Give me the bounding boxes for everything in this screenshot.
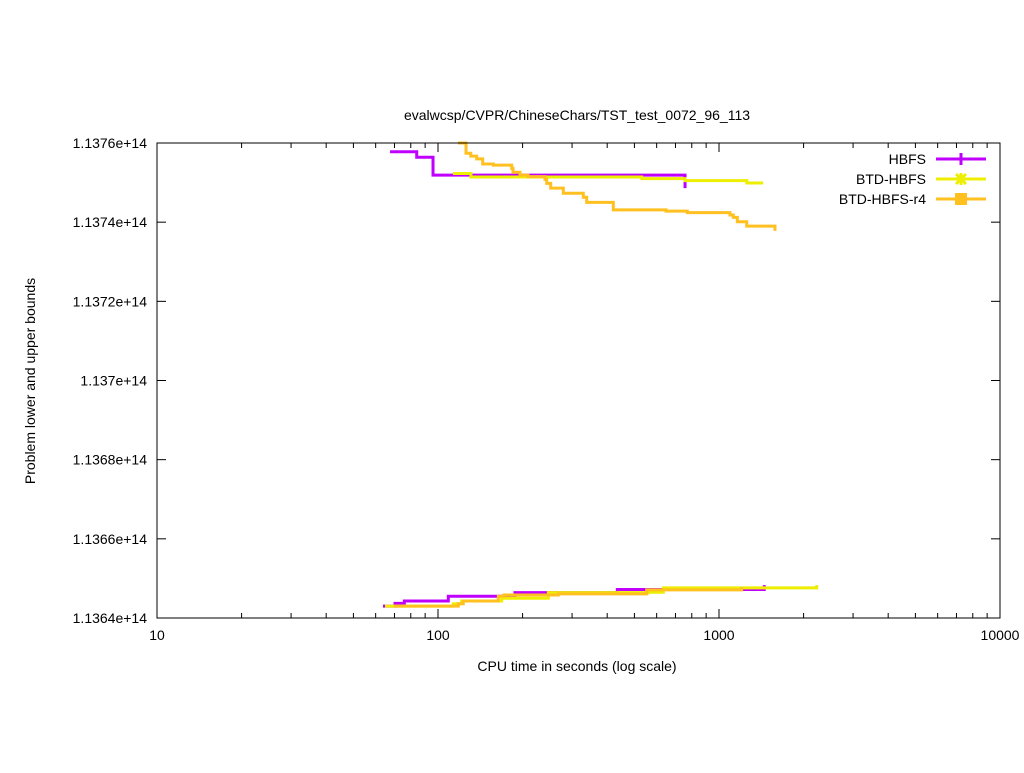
- x-tick-label: 10: [149, 627, 165, 643]
- x-tick-label: 1000: [703, 627, 734, 643]
- axes: 10 100 1000 10000 1.1364e+14 1.1366e+14 1.1368…: [73, 135, 1020, 643]
- y-tick-label: 1.1366e+14: [73, 531, 148, 547]
- x-tick-label: 10000: [981, 627, 1020, 643]
- x-axis-label: CPU time in seconds (log scale): [477, 658, 676, 674]
- y-tick-label: 1.1372e+14: [73, 293, 148, 309]
- series-line-lower: [394, 587, 744, 608]
- series-btd-hbfs-r4: [394, 141, 777, 608]
- y-tick-label: 1.1376e+14: [73, 135, 148, 151]
- legend: HBFS BTD-HBFS BTD-HBFS-r4: [839, 151, 986, 207]
- series-line-upper: [452, 171, 764, 185]
- y-tick-label: 1.137e+14: [80, 373, 147, 389]
- y-axis-label: Problem lower and upper bounds: [22, 278, 38, 484]
- y-tick-label: 1.1368e+14: [73, 452, 148, 468]
- series-btd-hbfs: [385, 171, 819, 608]
- x-tick-label: 100: [426, 627, 450, 643]
- series-line-upper: [457, 141, 777, 231]
- legend-label: BTD-HBFS-r4: [839, 191, 926, 207]
- y-tick-label: 1.1364e+14: [73, 610, 148, 626]
- series-line-lower: [382, 585, 766, 608]
- square-marker-icon: [955, 193, 967, 205]
- series-group: [382, 141, 819, 608]
- chart-title: evalwcsp/CVPR/ChineseChars/TST_test_0072…: [404, 107, 750, 123]
- asterisk-marker-icon: [954, 172, 968, 186]
- legend-label: BTD-HBFS: [856, 171, 926, 187]
- y-tick-label: 1.1374e+14: [73, 214, 148, 230]
- series-hbfs: [382, 150, 766, 608]
- plot-frame: [156, 142, 1001, 619]
- legend-label: HBFS: [889, 151, 926, 167]
- series-line-upper: [390, 150, 687, 189]
